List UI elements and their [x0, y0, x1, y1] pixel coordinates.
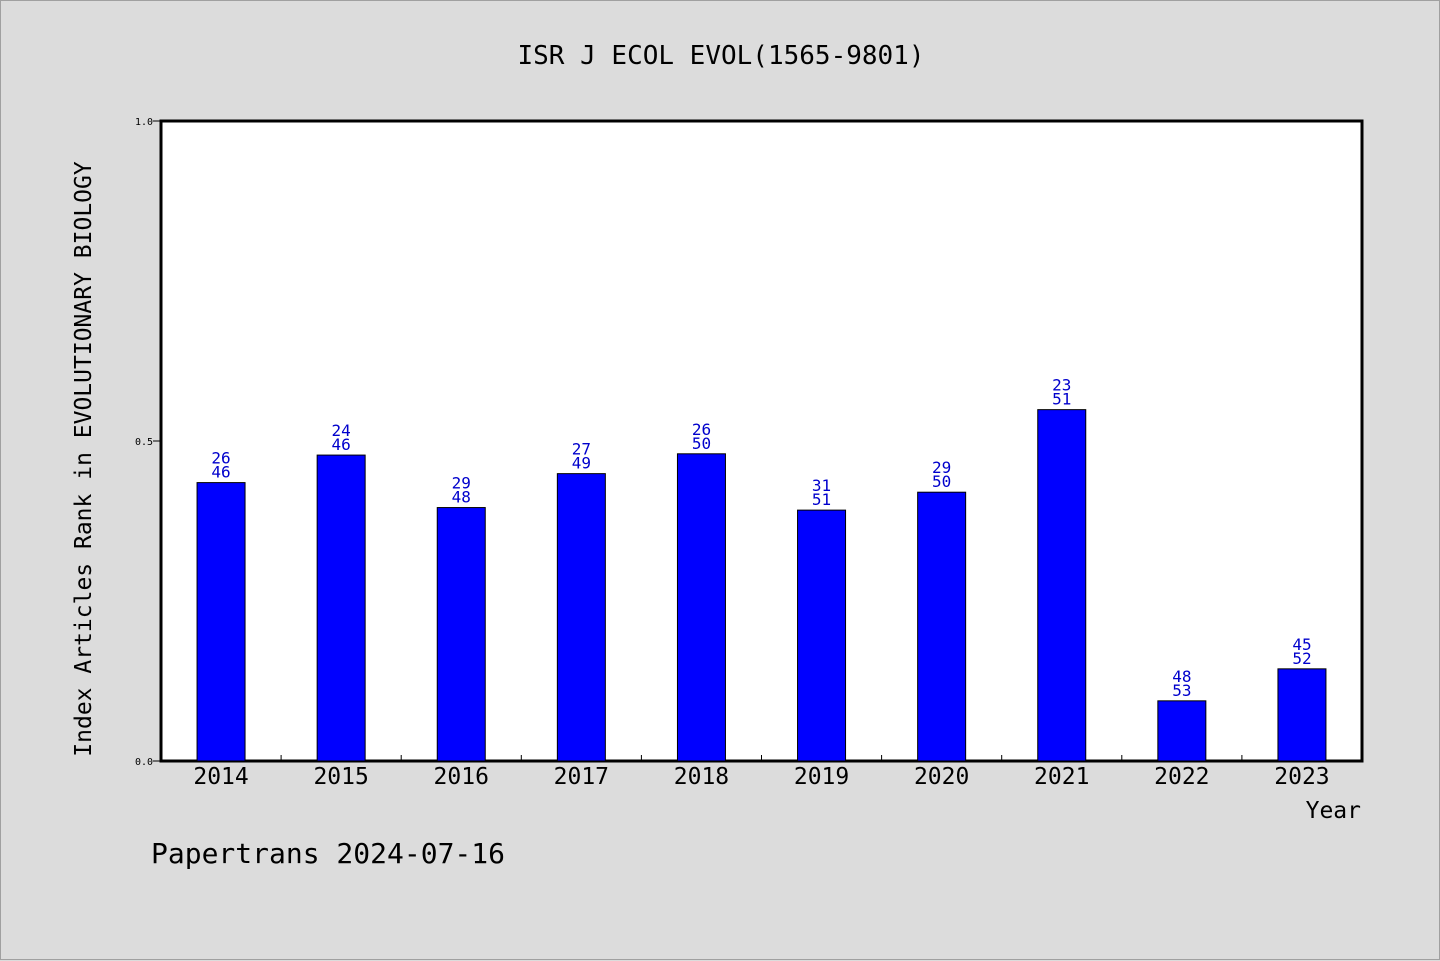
y-axis-label: Index Articles Rank in EVOLUTIONARY BIOL…: [71, 161, 97, 757]
bar-label-rank: 29: [932, 458, 951, 477]
bar-label-total: 52: [1292, 649, 1311, 668]
y-axis: 0.0 0.5 1.0: [135, 117, 161, 768]
bar-label-total: 51: [1052, 390, 1071, 409]
bar: [556, 473, 606, 762]
x-tick-label: 2018: [674, 764, 729, 790]
x-tick-label: 2020: [914, 764, 969, 790]
bars-group: [196, 409, 1327, 762]
bar-label-rank: 23: [1052, 376, 1071, 395]
bar-label-rank: 26: [211, 449, 230, 468]
bar-label-total: 50: [932, 472, 951, 491]
y-tick-label: 0.0: [135, 757, 153, 768]
bar-label-total: 51: [812, 490, 831, 509]
bar: [917, 491, 967, 762]
bar: [1277, 668, 1327, 762]
bar-label-rank: 48: [1172, 667, 1191, 686]
bar: [196, 482, 246, 762]
bar: [797, 509, 847, 762]
x-tick-label: 2021: [1034, 764, 1089, 790]
x-tick-label: 2016: [434, 764, 489, 790]
bar-label-total: 48: [452, 488, 471, 507]
chart-title: ISR J ECOL EVOL(1565-9801): [518, 41, 925, 71]
bar-label-rank: 29: [452, 474, 471, 493]
x-tick-label: 2014: [193, 764, 248, 790]
x-tick-label: 2017: [554, 764, 609, 790]
footer-text: Papertrans 2024-07-16: [151, 837, 505, 870]
bar: [436, 507, 486, 762]
bar-label-total: 46: [332, 435, 351, 454]
x-tick-label: 2023: [1274, 764, 1329, 790]
bar-label-rank: 24: [332, 421, 351, 440]
bar-label-rank: 31: [812, 476, 831, 495]
x-tick-label: 2019: [794, 764, 849, 790]
bar-label-total: 50: [692, 434, 711, 453]
x-tick-label: 2022: [1154, 764, 1209, 790]
bar-label-rank: 45: [1292, 635, 1311, 654]
y-tick-label: 0.5: [135, 437, 153, 448]
bar: [1037, 409, 1087, 762]
bar-label-total: 53: [1172, 681, 1191, 700]
y-tick-label: 1.0: [135, 117, 153, 128]
bar: [676, 453, 726, 762]
bar-label-total: 46: [211, 463, 230, 482]
bar: [316, 454, 366, 762]
bar-label-rank: 26: [692, 420, 711, 439]
bar-label-rank: 27: [572, 440, 591, 459]
x-tick-label: 2015: [313, 764, 368, 790]
x-axis: 2014 2015 2016 2017 2018 2019 2020 2021 2022 2023: [193, 755, 1330, 790]
x-axis-label: Year: [1306, 798, 1361, 824]
bar-label-total: 49: [572, 454, 591, 473]
bar: [1157, 700, 1207, 762]
